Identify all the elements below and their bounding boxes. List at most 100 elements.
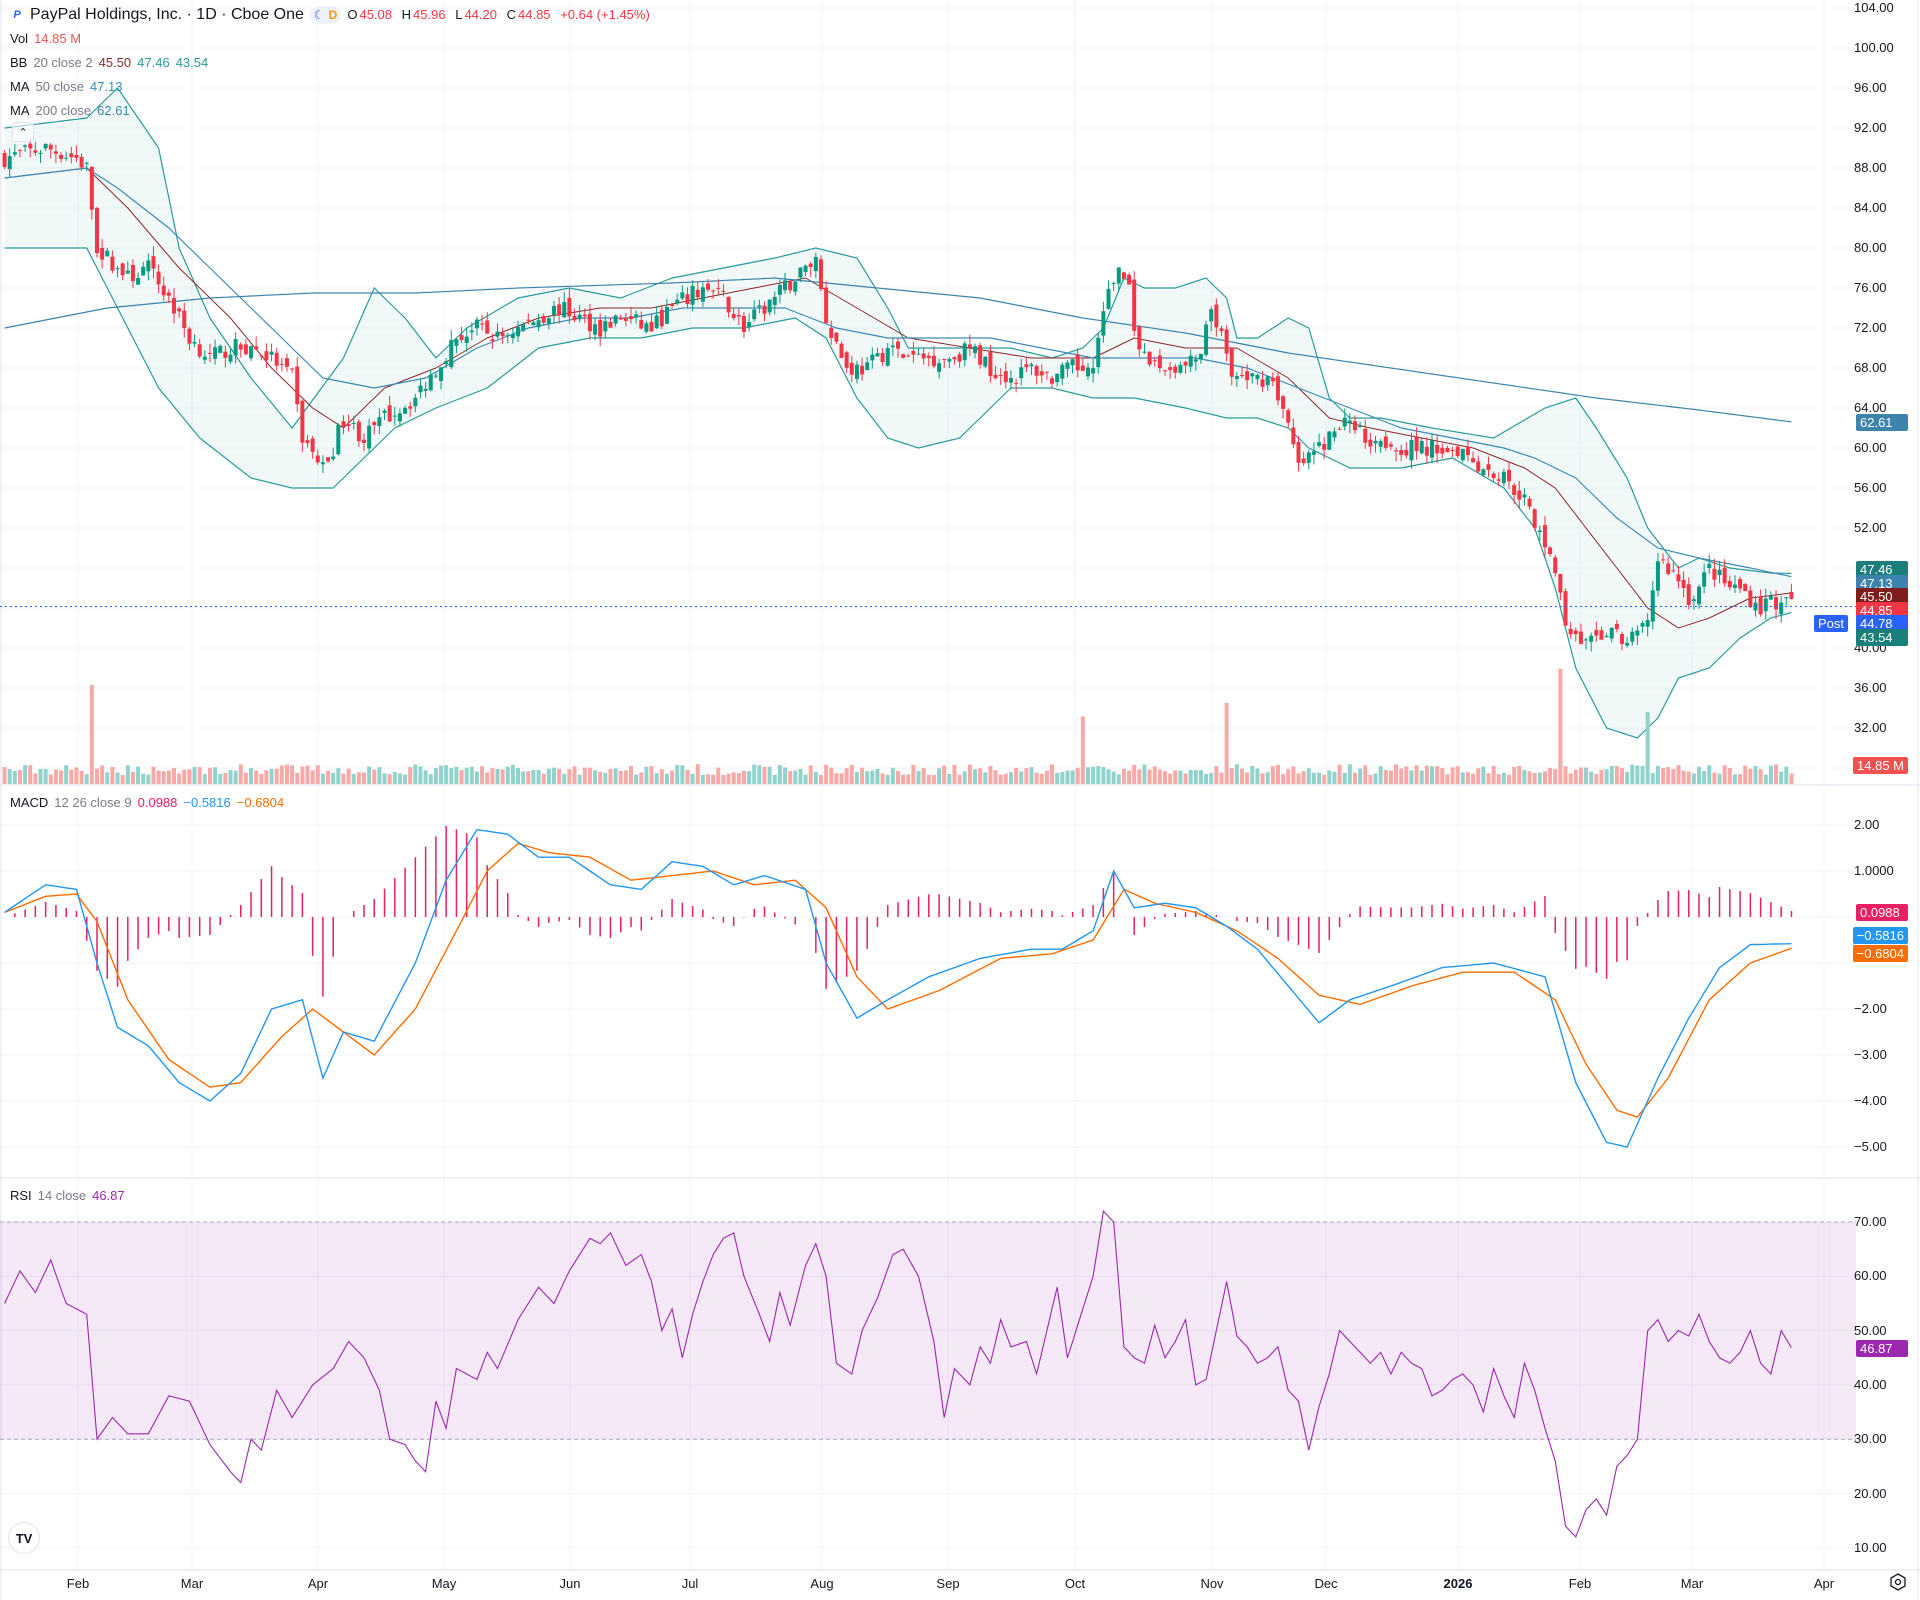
close-label: C [506,7,516,22]
ma50-legend-params: 50 close [35,79,84,94]
time-axis-label[interactable]: Dec [1314,1576,1338,1591]
rsi-tag: 46.87 [1856,1339,1908,1357]
symbol-legend[interactable]: P PayPal Holdings, Inc. · 1D · Cboe One … [10,6,656,24]
time-axis-label[interactable]: 2026 [1443,1576,1473,1591]
ma50-legend[interactable]: MA 50 close 47.13 [10,78,122,96]
macd-tag: −0.5816 [1852,927,1908,945]
time-axis-label[interactable]: Mar [1680,1576,1704,1591]
price-axis-label: 88.00 [1854,160,1887,175]
delayed-data-badge: D [328,8,338,22]
macd-legend[interactable]: MACD 12 26 close 9 0.0988 −0.5816 −0.680… [10,794,284,812]
price-tag: 47.46 [1856,561,1908,578]
price-tag: 44.78 [1856,615,1908,632]
rsi-axis-label: 10.00 [1854,1539,1887,1555]
macd-axis-label: −3.00 [1854,1047,1887,1062]
price-axis-label: 72.00 [1854,320,1887,335]
low-label: L [455,7,463,22]
price-axis-label: 92.00 [1854,120,1887,135]
volume-legend-value: 14.85 M [34,31,82,46]
price-axis-label: 96.00 [1854,80,1887,95]
collapse-legend-button[interactable]: ⌃ [12,122,34,142]
symbol-title[interactable]: PayPal Holdings, Inc. · 1D · Cboe One [30,6,304,23]
tradingview-logo-icon: TV [15,1530,33,1546]
time-axis-label[interactable]: May [431,1576,457,1591]
price-tag: 44.85 [1856,601,1908,619]
price-axis-label: 80.00 [1854,240,1887,255]
macd-tag: 0.0988 [1856,904,1908,922]
price-axis-label: 68.00 [1854,360,1887,375]
open-value: 45.08 [359,7,393,22]
macd-legend-params: 12 26 close 9 [54,795,132,810]
high-label: H [401,7,412,22]
volume-legend-name: Vol [10,31,29,46]
rsi-axis-label: 20.00 [1854,1485,1887,1501]
tradingview-logo[interactable]: TV [8,1522,40,1554]
macd-line-value: −0.5816 [183,795,231,810]
bb-basis-value: 45.50 [98,55,132,70]
rsi-axis-label: 70.00 [1854,1214,1887,1229]
ma200-legend[interactable]: MA 200 close 62.61 [10,102,130,120]
time-axis-label[interactable]: Feb [66,1576,90,1591]
price-axis-label: 56.00 [1854,480,1887,495]
macd-axis-label: 2.00 [1854,817,1880,832]
chart-settings-button[interactable] [1888,1572,1908,1592]
macd-axis-label: 1.0000 [1854,863,1894,878]
price-tag: 47.13 [1856,574,1908,592]
macd-tag: −0.6804 [1852,944,1908,962]
ma50-value: 47.13 [89,79,123,94]
rsi-axis-label: 50.00 [1854,1322,1887,1338]
session-badges[interactable]: ☾ D [309,6,342,24]
price-tag: 43.54 [1856,628,1908,646]
bb-legend[interactable]: BB 20 close 2 45.50 47.46 43.54 [10,54,208,72]
gear-icon [1890,1573,1906,1591]
macd-hist-value: 0.0988 [137,795,178,810]
price-axis-label: 64.00 [1854,400,1887,415]
ohlc-values: O 45.08 H 45.96 L 44.20 C 44.85 +0.64 (+1.45… [347,6,655,24]
price-tag: 45.50 [1856,588,1908,605]
rsi-axis-label: 60.00 [1854,1268,1887,1284]
rsi-value: 46.87 [92,1188,125,1203]
rsi-axis-label: 40.00 [1854,1376,1887,1392]
open-label: O [347,7,358,22]
time-axis-label[interactable]: Mar [180,1576,204,1591]
price-axis-label: 60.00 [1854,440,1887,455]
macd-axis-label: −5.00 [1854,1139,1887,1154]
macd-axis-label: −4.00 [1854,1093,1887,1108]
time-axis-label[interactable]: Oct [1064,1576,1086,1591]
low-value: 44.20 [464,7,497,22]
moon-icon: ☾ [313,8,325,22]
price-axis-label: 32.00 [1854,720,1887,735]
time-axis-label[interactable]: Apr [307,1576,329,1591]
rsi-legend-name: RSI [10,1188,32,1203]
ma200-legend-params: 200 close [35,103,92,118]
rsi-axis-label: 30.00 [1854,1431,1887,1447]
price-axis-label: 76.00 [1854,280,1887,295]
time-axis-label[interactable]: Apr [1813,1576,1835,1591]
close-value: 44.85 [518,7,551,22]
paypal-logo-icon: P [10,8,24,22]
bb-legend-params: 20 close 2 [33,55,93,70]
price-axis-label: 52.00 [1854,520,1887,535]
price-tag: 62.61 [1856,413,1908,431]
time-axis-label[interactable]: Aug [810,1576,834,1591]
ma200-value: 62.61 [97,103,130,118]
ma200-legend-name: MA [10,103,30,118]
chevron-up-icon: ⌃ [18,126,28,139]
volume-tag: 14.85 M [1853,757,1908,774]
rsi-legend[interactable]: RSI 14 close 46.87 [10,1187,125,1205]
time-axis-label[interactable]: Feb [1568,1576,1592,1591]
change-value: +0.64 (+1.45%) [560,7,650,22]
price-axis-label: 36.00 [1854,680,1887,695]
time-axis-label[interactable]: Nov [1200,1576,1224,1591]
post-market-label: Post [1813,615,1848,632]
time-axis-label[interactable]: Jun [559,1576,581,1591]
time-axis-label[interactable]: Sep [936,1576,960,1591]
price-axis-label: 84.00 [1854,200,1887,215]
time-axis-label[interactable]: Jul [681,1576,699,1591]
ma50-legend-name: MA [10,79,30,94]
high-value: 45.96 [413,7,446,22]
volume-legend[interactable]: Vol 14.85 M [10,30,81,48]
price-axis-label: 100.00 [1854,40,1894,55]
price-axis-label: 104.00 [1854,0,1894,15]
